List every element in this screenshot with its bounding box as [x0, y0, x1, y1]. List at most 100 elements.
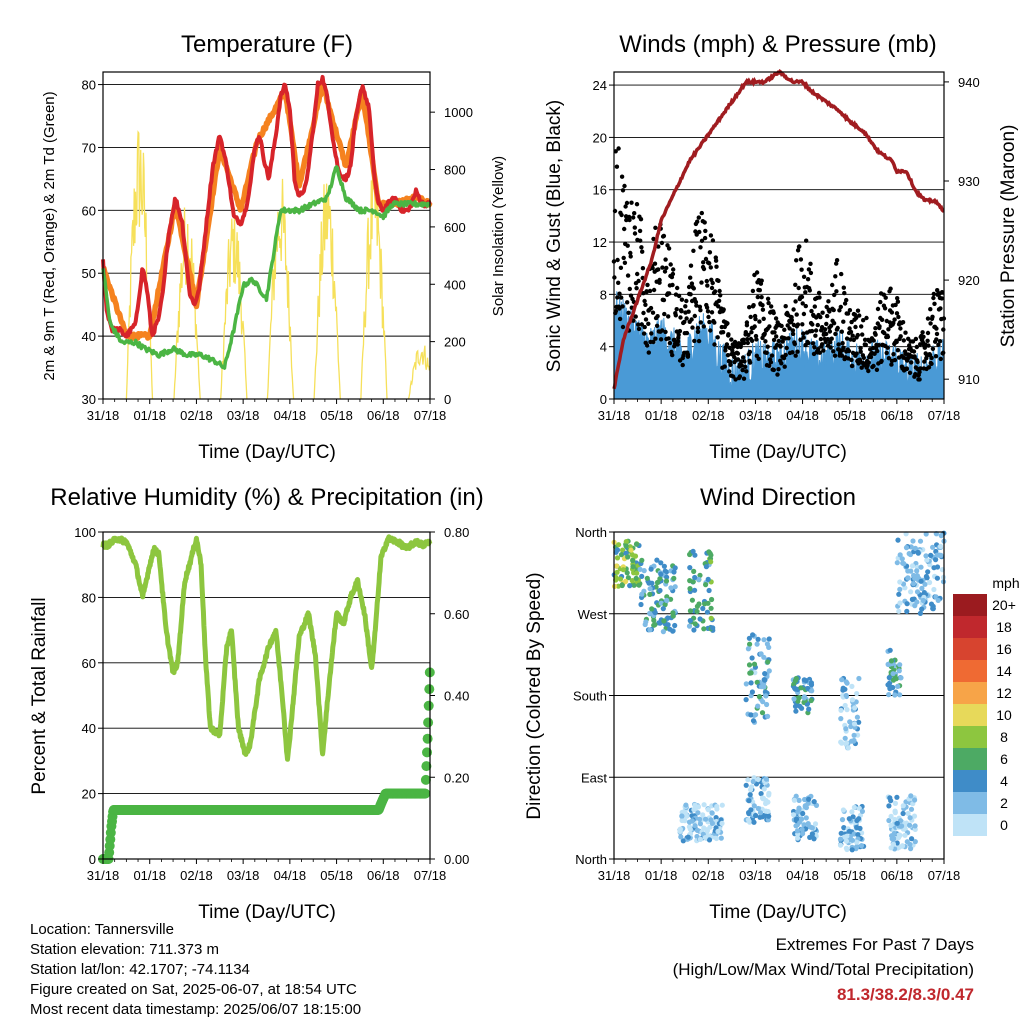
direction-point — [686, 824, 693, 830]
direction-point — [629, 578, 635, 584]
gust-point — [613, 309, 619, 314]
gust-point — [643, 302, 648, 307]
gust-point — [649, 331, 654, 336]
direction-point — [647, 610, 653, 616]
direction-point — [903, 545, 910, 551]
x-tick-label: 03/18 — [739, 408, 772, 423]
gust-point — [644, 289, 649, 294]
gust-point — [771, 367, 776, 373]
gust-point — [668, 262, 673, 267]
direction-point — [670, 628, 676, 634]
gust-point — [676, 332, 681, 337]
direction-point — [892, 810, 898, 816]
gust-point — [622, 183, 627, 189]
gust-point — [641, 331, 647, 336]
gust-point — [820, 310, 825, 315]
gust-point — [642, 324, 647, 330]
legend-label: 8 — [1000, 729, 1008, 745]
gust-point — [657, 277, 662, 283]
gust-point — [799, 294, 805, 300]
gust-point — [702, 235, 708, 241]
direction-point — [760, 699, 766, 705]
winds-title: Winds (mph) & Pressure (mb) — [619, 31, 936, 58]
y-tick-label: 0 — [89, 852, 96, 867]
direction-point — [805, 821, 811, 827]
direction-point — [748, 680, 754, 686]
direction-point — [670, 610, 676, 616]
direction-point — [647, 591, 653, 598]
gust-point — [808, 261, 813, 266]
gust-point — [893, 302, 898, 308]
y-tick-label: 40 — [82, 329, 96, 344]
direction-point — [692, 587, 698, 593]
gust-point — [783, 336, 788, 341]
direction-point — [854, 839, 860, 845]
gust-point — [848, 337, 853, 342]
x-tick-label: 06/18 — [367, 408, 400, 423]
gust-point — [851, 337, 856, 343]
direction-point — [910, 581, 917, 587]
gust-point — [623, 204, 628, 209]
gust-point — [797, 244, 802, 249]
gust-point — [744, 323, 750, 328]
direction-point — [613, 574, 619, 581]
direction-point — [660, 629, 667, 635]
direction-point — [672, 622, 678, 629]
direction-point — [754, 641, 760, 647]
temp-2m-line — [101, 74, 432, 339]
gust-point — [718, 293, 723, 298]
x-tick-label: 06/18 — [881, 408, 914, 423]
legend-label: 18 — [996, 619, 1012, 635]
gust-point — [642, 298, 647, 304]
direction-point — [839, 677, 845, 683]
direction-point — [849, 837, 856, 843]
direction-point — [657, 587, 663, 594]
gust-point — [836, 342, 841, 347]
gust-point — [891, 320, 896, 326]
y-tick-label: 30 — [82, 392, 96, 407]
gust-point — [779, 361, 784, 366]
gust-point — [894, 339, 899, 345]
gust-point — [683, 304, 688, 309]
direction-point — [662, 602, 668, 608]
gust-point — [689, 317, 694, 322]
gust-point — [645, 343, 650, 348]
direction-point — [838, 830, 844, 836]
gust-point — [866, 368, 871, 374]
gust-point — [651, 287, 657, 293]
direction-point — [801, 695, 807, 701]
direction-point — [792, 685, 798, 691]
direction-point — [661, 563, 668, 569]
direction-point — [886, 803, 892, 809]
direction-point — [901, 561, 907, 567]
gust-point — [930, 314, 935, 319]
gust-point — [696, 215, 701, 220]
gust-point — [691, 248, 696, 253]
direction-point — [684, 813, 690, 819]
y-tick-label: 50 — [82, 266, 96, 281]
gust-point — [801, 335, 806, 340]
gust-point — [670, 271, 676, 277]
direction-point — [642, 621, 648, 628]
direction-point — [904, 608, 910, 615]
gust-point — [620, 188, 626, 193]
gust-point — [625, 300, 630, 305]
gust-point — [735, 351, 741, 356]
x-tick-label: 31/18 — [598, 408, 631, 423]
direction-point — [687, 618, 693, 624]
direction-point — [890, 677, 897, 683]
gust-point — [858, 349, 863, 354]
gust-point — [889, 310, 895, 315]
gust-point — [901, 338, 906, 343]
direction-point — [925, 569, 931, 575]
gust-point — [831, 307, 836, 313]
gust-point — [709, 310, 715, 315]
direction-point — [920, 597, 926, 604]
gust-point — [771, 337, 777, 343]
gust-point — [622, 260, 628, 265]
direction-point — [849, 683, 855, 690]
direction-point — [745, 646, 752, 652]
gust-point — [732, 339, 738, 345]
gust-point — [821, 348, 826, 353]
